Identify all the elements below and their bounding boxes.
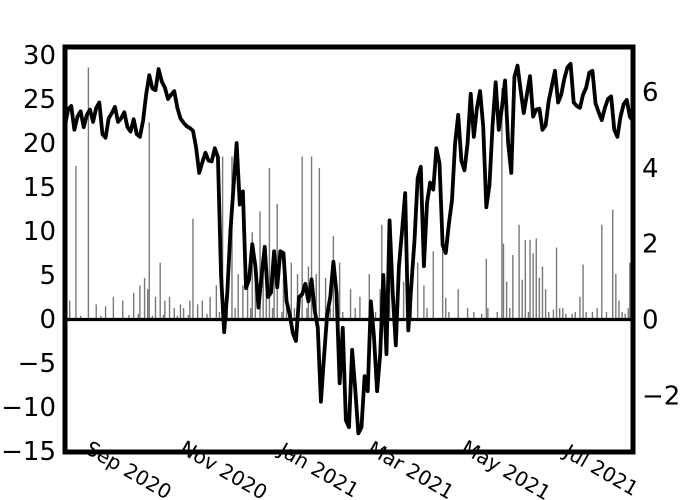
temperature-line <box>65 61 633 436</box>
y-tick-label-left: 10 <box>23 217 56 247</box>
plot-area <box>65 61 633 436</box>
y-tick-label-right: −2 <box>642 381 680 411</box>
x-tick-label: Mar 2021 <box>364 436 458 500</box>
y-tick-label-left: 25 <box>23 85 56 115</box>
x-tick-label: Jan 2021 <box>273 437 363 500</box>
y-tick-label-left: −15 <box>1 437 56 467</box>
y-tick-label-left: −5 <box>18 349 56 379</box>
y-tick-label-left: 15 <box>23 173 56 203</box>
x-tick-label: May 2021 <box>458 435 555 500</box>
y-tick-label-left: 0 <box>39 305 56 335</box>
y-tick-label-right: 6 <box>642 78 659 108</box>
y-tick-label-left: 20 <box>23 129 56 159</box>
y-tick-label-left: 5 <box>39 261 56 291</box>
y-tick-label-right: 2 <box>642 230 659 260</box>
x-tick-label: Nov 2020 <box>176 436 271 500</box>
x-tick-label: Jul 2021 <box>558 438 642 500</box>
x-tick-label: Sep 2020 <box>81 436 175 500</box>
y-tick-label-right: 0 <box>642 306 659 336</box>
y-tick-label-left: 30 <box>23 41 56 71</box>
bar-series-group <box>68 67 631 320</box>
y-tick-label-right: 4 <box>642 154 659 184</box>
plot-frame <box>62 44 636 455</box>
y-tick-label-left: −10 <box>1 393 56 423</box>
